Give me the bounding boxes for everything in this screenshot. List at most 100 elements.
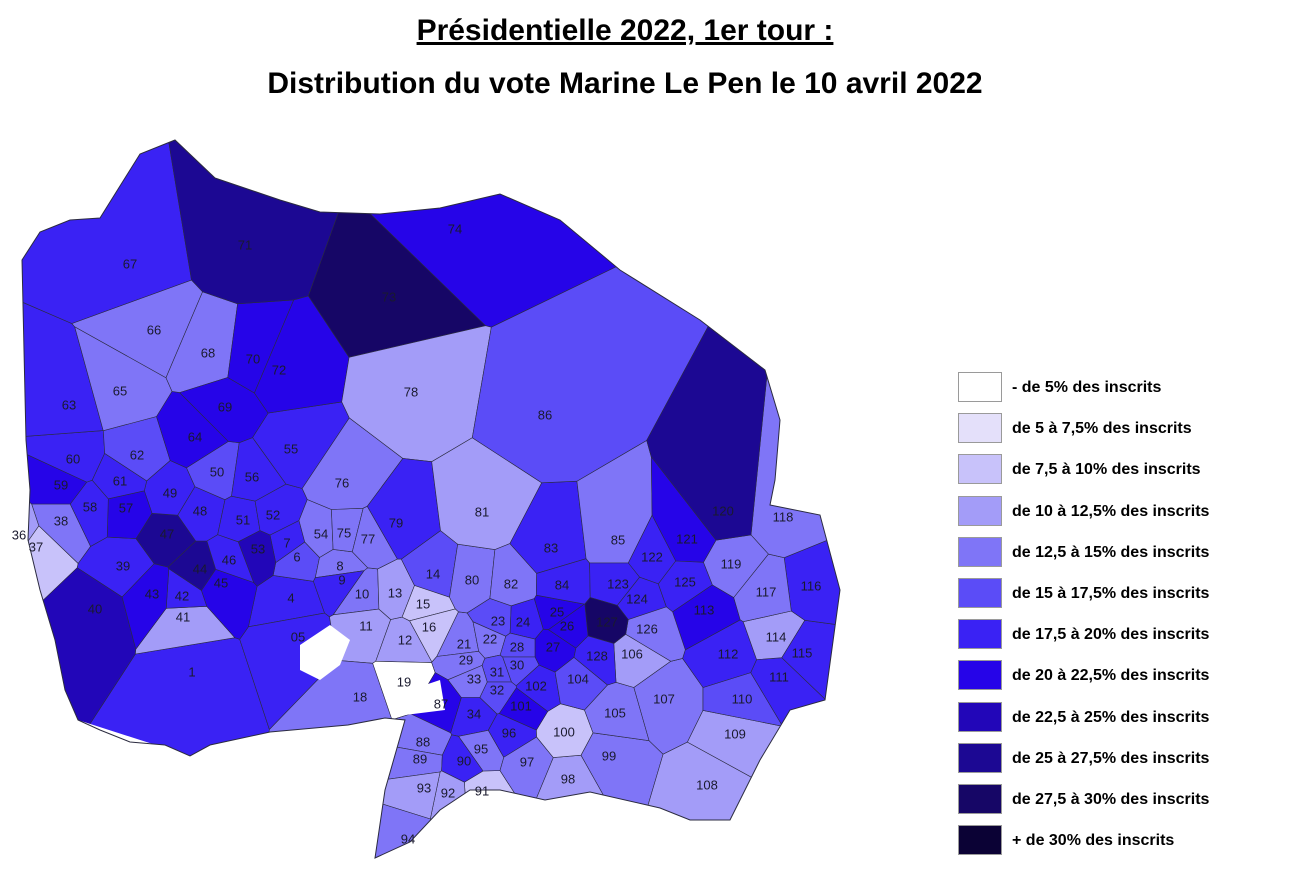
sector-label: 83 — [544, 540, 558, 555]
sector-label: 34 — [467, 706, 481, 721]
legend-swatch — [958, 372, 1002, 402]
sector-label: 16 — [422, 619, 436, 634]
sector-label: 76 — [335, 475, 349, 490]
legend-label: - de 5% des inscrits — [1012, 379, 1162, 396]
sector-label: 116 — [801, 578, 822, 593]
sector-label: 38 — [54, 513, 68, 528]
sector-label: 82 — [504, 576, 518, 591]
sector-label: 52 — [266, 507, 280, 522]
sector-label: 26 — [560, 618, 574, 633]
water-area — [300, 625, 350, 680]
sector-label: 63 — [62, 397, 76, 412]
sector-label: 11 — [359, 618, 373, 633]
sector-118 — [750, 140, 840, 559]
sector-label: 4 — [287, 590, 294, 605]
sector-label: 65 — [113, 383, 127, 398]
sector-label: 125 — [674, 574, 696, 589]
sector-label: 44 — [193, 561, 207, 576]
sector-label: 128 — [586, 648, 608, 663]
sector-label: 43 — [145, 586, 159, 601]
sector-label: 89 — [413, 751, 427, 766]
sector-label: 99 — [602, 748, 616, 763]
legend-item: de 25 à 27,5% des inscrits — [958, 742, 1298, 775]
sector-label: 84 — [555, 577, 569, 592]
sector-label: 15 — [416, 596, 430, 611]
city-outline — [21, 139, 841, 859]
legend-label: de 25 à 27,5% des inscrits — [1012, 749, 1210, 767]
sector-label: 113 — [694, 602, 715, 617]
map-subtitle: Distribution du vote Marine Le Pen le 10… — [267, 67, 983, 100]
sector-label: 42 — [175, 588, 189, 603]
sector-label: 59 — [54, 477, 68, 492]
sector-label: 109 — [724, 726, 746, 741]
sector-label: 8 — [336, 558, 343, 573]
sector-label: 75 — [337, 525, 351, 540]
legend-swatch — [958, 825, 1002, 856]
legend-swatch — [958, 413, 1002, 444]
legend-label: de 5 à 7,5% des inscrits — [1012, 420, 1192, 438]
legend-item: - de 5% des inscrits — [958, 372, 1298, 404]
sector-127 — [584, 597, 629, 644]
sector-label: 33 — [467, 671, 481, 686]
sector-label: 13 — [388, 585, 402, 600]
sector-label: 95 — [474, 741, 488, 756]
sector-label: 57 — [119, 500, 133, 515]
sector-label: 81 — [475, 504, 489, 519]
sector-label: 25 — [550, 604, 564, 619]
sector-label: 05 — [291, 629, 305, 644]
sector-label: 117 — [756, 584, 777, 599]
sector-label: 46 — [222, 552, 236, 567]
legend-item: de 10 à 12,5% des inscrits — [958, 495, 1298, 528]
sector-label: 32 — [490, 682, 504, 697]
sector-label: 29 — [459, 652, 473, 667]
sector-label: 123 — [607, 576, 629, 591]
sector-label: 36 — [12, 527, 26, 542]
legend-swatch — [958, 784, 1002, 814]
sector-label: 67 — [123, 256, 137, 271]
legend-label: de 7,5 à 10% des inscrits — [1012, 461, 1201, 479]
sector-label: 69 — [218, 399, 232, 414]
sector-label: 78 — [404, 384, 418, 399]
legend-label: de 20 à 22,5% des inscrits — [1012, 667, 1210, 685]
sector-label: 45 — [214, 575, 228, 590]
sector-label: 119 — [721, 556, 742, 571]
sector-label: 102 — [525, 678, 547, 693]
sector-label: 87 — [434, 696, 448, 711]
sector-label: 73 — [382, 289, 396, 304]
sector-label: 112 — [718, 646, 739, 661]
sector-label: 120 — [712, 503, 734, 518]
sector-label: 70 — [246, 351, 260, 366]
sector-label: 74 — [448, 221, 462, 236]
sector-126 — [625, 606, 686, 662]
sector-label: 66 — [147, 322, 161, 337]
map-title: Présidentielle 2022, 1er tour : — [416, 14, 834, 47]
sector-label: 64 — [188, 429, 202, 444]
sector-label: 40 — [88, 601, 102, 616]
sector-label: 93 — [417, 780, 431, 795]
legend-item: de 17,5 à 20% des inscrits — [958, 619, 1298, 651]
sector-label: 12 — [398, 632, 412, 647]
legend-swatch — [958, 701, 1002, 732]
sector-label: 28 — [510, 639, 524, 654]
sector-label: 122 — [641, 549, 663, 564]
water-area — [395, 680, 445, 715]
legend-label: de 10 à 12,5% des inscrits — [1012, 502, 1210, 520]
legend-label: de 27,5 à 30% des inscrits — [1012, 791, 1210, 808]
sector-label: 100 — [553, 724, 575, 739]
sector-label: 37 — [29, 539, 43, 554]
sector-label: 41 — [176, 609, 190, 624]
sector-53 — [237, 530, 277, 587]
sector-label: 50 — [210, 464, 224, 479]
sector-label: 101 — [510, 698, 532, 713]
sector-label: 126 — [636, 621, 658, 636]
legend-swatch — [958, 495, 1002, 526]
sector-label: 88 — [416, 734, 430, 749]
sector-label: 104 — [567, 671, 589, 686]
sector-label: 14 — [426, 566, 440, 581]
legend-item: de 15 à 17,5% des inscrits — [958, 578, 1298, 610]
sector-label: 72 — [272, 362, 286, 377]
legend-label: de 15 à 17,5% des inscrits — [1012, 585, 1210, 602]
legend-swatch — [958, 619, 1002, 650]
sector-label: 19 — [397, 674, 411, 689]
